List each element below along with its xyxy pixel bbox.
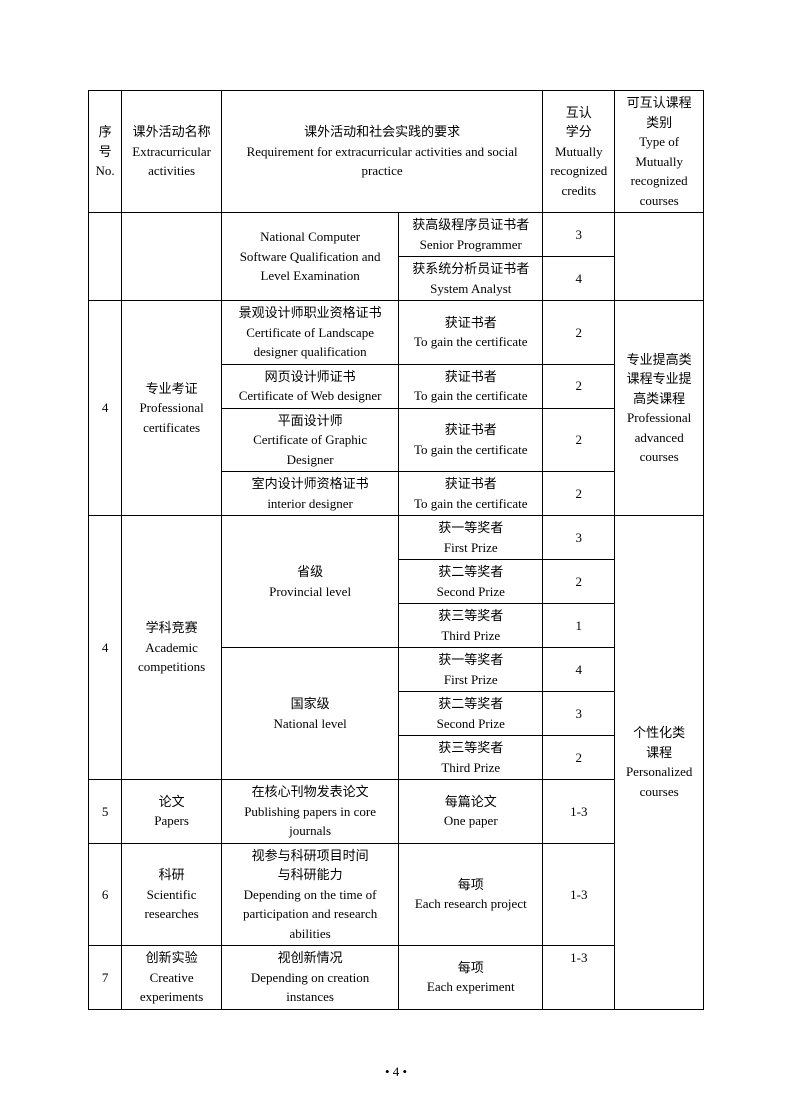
cell-req2: 每项Each research project bbox=[399, 843, 543, 946]
cell-credit: 3 bbox=[543, 516, 615, 560]
cell-req2: 获高级程序员证书者Senior Programmer bbox=[399, 213, 543, 257]
cell-credit: 1 bbox=[543, 604, 615, 648]
table-row: 6 科研Scientificresearches 视参与科研项目时间与科研能力D… bbox=[89, 843, 704, 946]
cell-credit: 2 bbox=[543, 560, 615, 604]
table-row: 5 论文Papers 在核心刊物发表论文Publishing papers in… bbox=[89, 780, 704, 844]
cell-credit: 2 bbox=[543, 408, 615, 472]
cell-req2: 获三等奖者Third Prize bbox=[399, 604, 543, 648]
header-credit: 互认学分Mutuallyrecognizedcredits bbox=[543, 91, 615, 213]
cell-no: 5 bbox=[89, 780, 122, 844]
cell-type: 个性化类课程Personalizedcourses bbox=[615, 516, 704, 1010]
header-type: 可互认课程类别Type ofMutuallyrecognizedcourses bbox=[615, 91, 704, 213]
cell-no: 4 bbox=[89, 516, 122, 780]
cell-req1: 省级Provincial level bbox=[221, 516, 398, 648]
table-row: National ComputerSoftware Qualification … bbox=[89, 213, 704, 257]
page-number-value: 4 bbox=[393, 1064, 400, 1079]
cell-name: 学科竞赛Academiccompetitions bbox=[122, 516, 222, 780]
cell-req2: 获一等奖者First Prize bbox=[399, 648, 543, 692]
cell-type bbox=[615, 213, 704, 301]
page: 序号No. 课外活动名称Extracurricularactivities 课外… bbox=[0, 0, 792, 1120]
cell-req1: 室内设计师资格证书interior designer bbox=[221, 472, 398, 516]
cell-name bbox=[122, 213, 222, 301]
cell-req2: 获三等奖者Third Prize bbox=[399, 736, 543, 780]
cell-credit: 2 bbox=[543, 736, 615, 780]
page-number: • 4 • bbox=[0, 1064, 792, 1080]
cell-req1: National ComputerSoftware Qualification … bbox=[221, 213, 398, 301]
table-row: 7 创新实验Creativeexperiments 视创新情况Depending… bbox=[89, 946, 704, 1010]
cell-name: 创新实验Creativeexperiments bbox=[122, 946, 222, 1010]
cell-req2: 获证书者To gain the certificate bbox=[399, 408, 543, 472]
cell-credit: 2 bbox=[543, 472, 615, 516]
cell-req2: 获二等奖者Second Prize bbox=[399, 692, 543, 736]
cell-credit: 1-3 bbox=[543, 843, 615, 946]
cell-req2: 每项Each experiment bbox=[399, 946, 543, 1010]
cell-req2: 获一等奖者First Prize bbox=[399, 516, 543, 560]
table-row: 4 学科竞赛Academiccompetitions 省级Provincial … bbox=[89, 516, 704, 560]
cell-name: 专业考证Professionalcertificates bbox=[122, 301, 222, 516]
cell-req1: 视参与科研项目时间与科研能力Depending on the time ofpa… bbox=[221, 843, 398, 946]
header-name: 课外活动名称Extracurricularactivities bbox=[122, 91, 222, 213]
cell-credit: 2 bbox=[543, 364, 615, 408]
cell-credit: 2 bbox=[543, 301, 615, 365]
cell-no: 7 bbox=[89, 946, 122, 1010]
cell-no: 4 bbox=[89, 301, 122, 516]
table-header-row: 序号No. 课外活动名称Extracurricularactivities 课外… bbox=[89, 91, 704, 213]
cell-credit: 1-3 bbox=[543, 780, 615, 844]
cell-credit: 1-3 bbox=[543, 946, 615, 1010]
cell-no bbox=[89, 213, 122, 301]
cell-credit: 4 bbox=[543, 648, 615, 692]
cell-req2: 获二等奖者Second Prize bbox=[399, 560, 543, 604]
cell-req1: 景观设计师职业资格证书Certificate of Landscapedesig… bbox=[221, 301, 398, 365]
cell-req2: 获证书者To gain the certificate bbox=[399, 364, 543, 408]
cell-credit: 3 bbox=[543, 692, 615, 736]
cell-credit: 3 bbox=[543, 213, 615, 257]
header-req: 课外活动和社会实践的要求Requirement for extracurricu… bbox=[221, 91, 542, 213]
cell-no: 6 bbox=[89, 843, 122, 946]
cell-type: 专业提高类课程专业提高类课程Professionaladvancedcourse… bbox=[615, 301, 704, 516]
cell-req1: 平面设计师Certificate of GraphicDesigner bbox=[221, 408, 398, 472]
table-row: 4 专业考证Professionalcertificates 景观设计师职业资格… bbox=[89, 301, 704, 365]
cell-req1: 在核心刊物发表论文Publishing papers in corejourna… bbox=[221, 780, 398, 844]
credits-table: 序号No. 课外活动名称Extracurricularactivities 课外… bbox=[88, 90, 704, 1010]
cell-credit: 4 bbox=[543, 257, 615, 301]
cell-req2: 获系统分析员证书者System Analyst bbox=[399, 257, 543, 301]
header-no: 序号No. bbox=[89, 91, 122, 213]
cell-req2: 每篇论文One paper bbox=[399, 780, 543, 844]
cell-req1: 视创新情况Depending on creationinstances bbox=[221, 946, 398, 1010]
cell-req1: 网页设计师证书Certificate of Web designer bbox=[221, 364, 398, 408]
cell-req2: 获证书者To gain the certificate bbox=[399, 472, 543, 516]
cell-name: 论文Papers bbox=[122, 780, 222, 844]
cell-name: 科研Scientificresearches bbox=[122, 843, 222, 946]
cell-req1: 国家级National level bbox=[221, 648, 398, 780]
cell-req2: 获证书者To gain the certificate bbox=[399, 301, 543, 365]
